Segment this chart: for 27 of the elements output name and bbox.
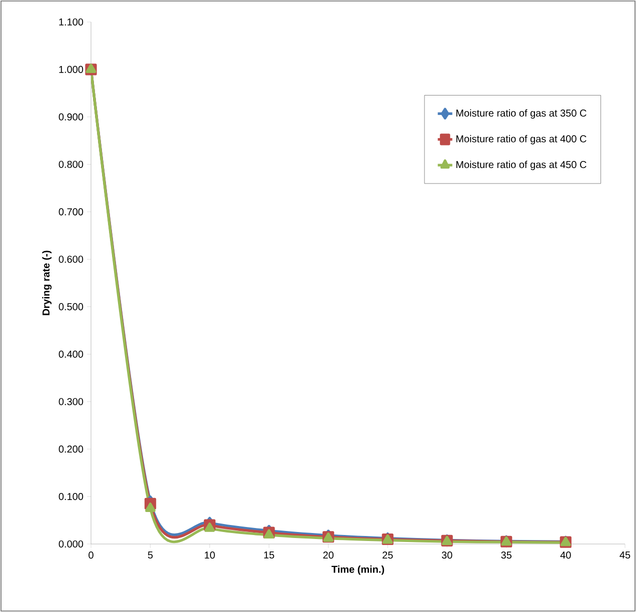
- x-tick-label: 15: [264, 552, 274, 559]
- y-tick-label: 0.800: [58, 160, 84, 168]
- x-tick-label: 30: [442, 552, 452, 559]
- x-axis-title: Time (min.): [332, 565, 384, 575]
- legend-label: Moisture ratio of gas at 450 C: [456, 160, 586, 170]
- y-tick-label: 0.100: [58, 493, 84, 500]
- legend-label: Moisture ratio of gas at 350 C: [456, 109, 586, 119]
- y-tick-label: 0.400: [58, 350, 84, 358]
- y-tick-label: 0.300: [58, 398, 84, 406]
- y-tick-label: 0.000: [58, 540, 84, 548]
- y-tick-label: 0.200: [58, 446, 84, 453]
- y-tick-label: 1.100: [59, 18, 84, 26]
- y-tick-label: 0.600: [58, 256, 84, 263]
- x-tick-label: 40: [560, 552, 571, 559]
- y-tick-label: 0.900: [58, 113, 84, 120]
- y-tick-label: 1.000: [59, 66, 84, 73]
- legend-label: Moisture ratio of gas at 400 C: [456, 135, 586, 144]
- y-tick-label: 0.700: [58, 208, 84, 216]
- y-tick-label: 0.500: [58, 303, 84, 310]
- x-tick-label: 45: [620, 552, 630, 559]
- x-tick-label: 25: [382, 552, 393, 559]
- x-tick-label: 20: [323, 552, 334, 559]
- x-tick-label: 35: [501, 552, 512, 559]
- x-tick-label: 10: [204, 552, 215, 559]
- y-axis-title: Drying rate (-): [42, 250, 52, 316]
- x-tick-label: 5: [148, 552, 153, 559]
- x-tick-label: 0: [88, 552, 94, 559]
